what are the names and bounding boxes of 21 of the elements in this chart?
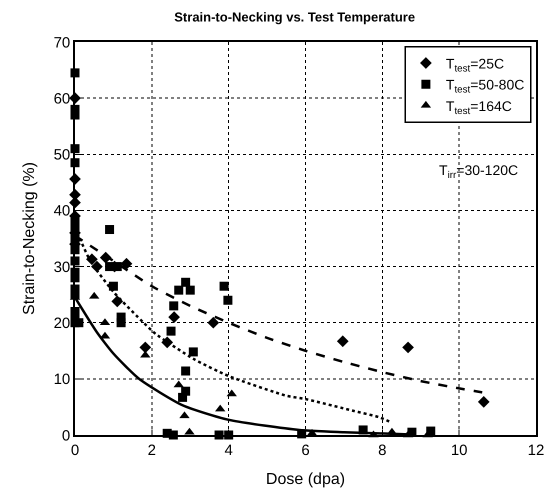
legend-label: T$_{test}$=25C: [446, 55, 504, 74]
y-tick-label: 50: [54, 146, 70, 164]
y-tick-label: 20: [54, 314, 70, 332]
chart-title: Strain-to-Necking vs. Test Temperature: [174, 10, 416, 25]
x-tick-label: 6: [301, 442, 310, 459]
annotation: T$_{irr}$=30-120C: [439, 162, 518, 181]
x-tick-label: 8: [378, 442, 386, 459]
x-tick-label: 4: [224, 442, 233, 459]
y-tick-label: 70: [54, 34, 70, 52]
y-axis-title: Strain-to-Necking (%): [20, 162, 38, 315]
legend-label: T$_{test}$=50-80C: [446, 76, 524, 96]
x-axis-title: Dose (dpa): [266, 470, 346, 488]
y-tick-label: 10: [54, 371, 70, 388]
y-tick-label: 60: [54, 90, 70, 108]
x-tick-label: 10: [450, 442, 468, 459]
y-tick-label: 40: [54, 202, 70, 220]
legend-label: T$_{test}$=164C: [446, 98, 512, 117]
x-tick-label: 2: [148, 442, 156, 459]
y-tick-label: 30: [54, 258, 70, 276]
x-tick-label: 12: [528, 442, 544, 459]
y-tick-label: 0: [62, 427, 70, 444]
